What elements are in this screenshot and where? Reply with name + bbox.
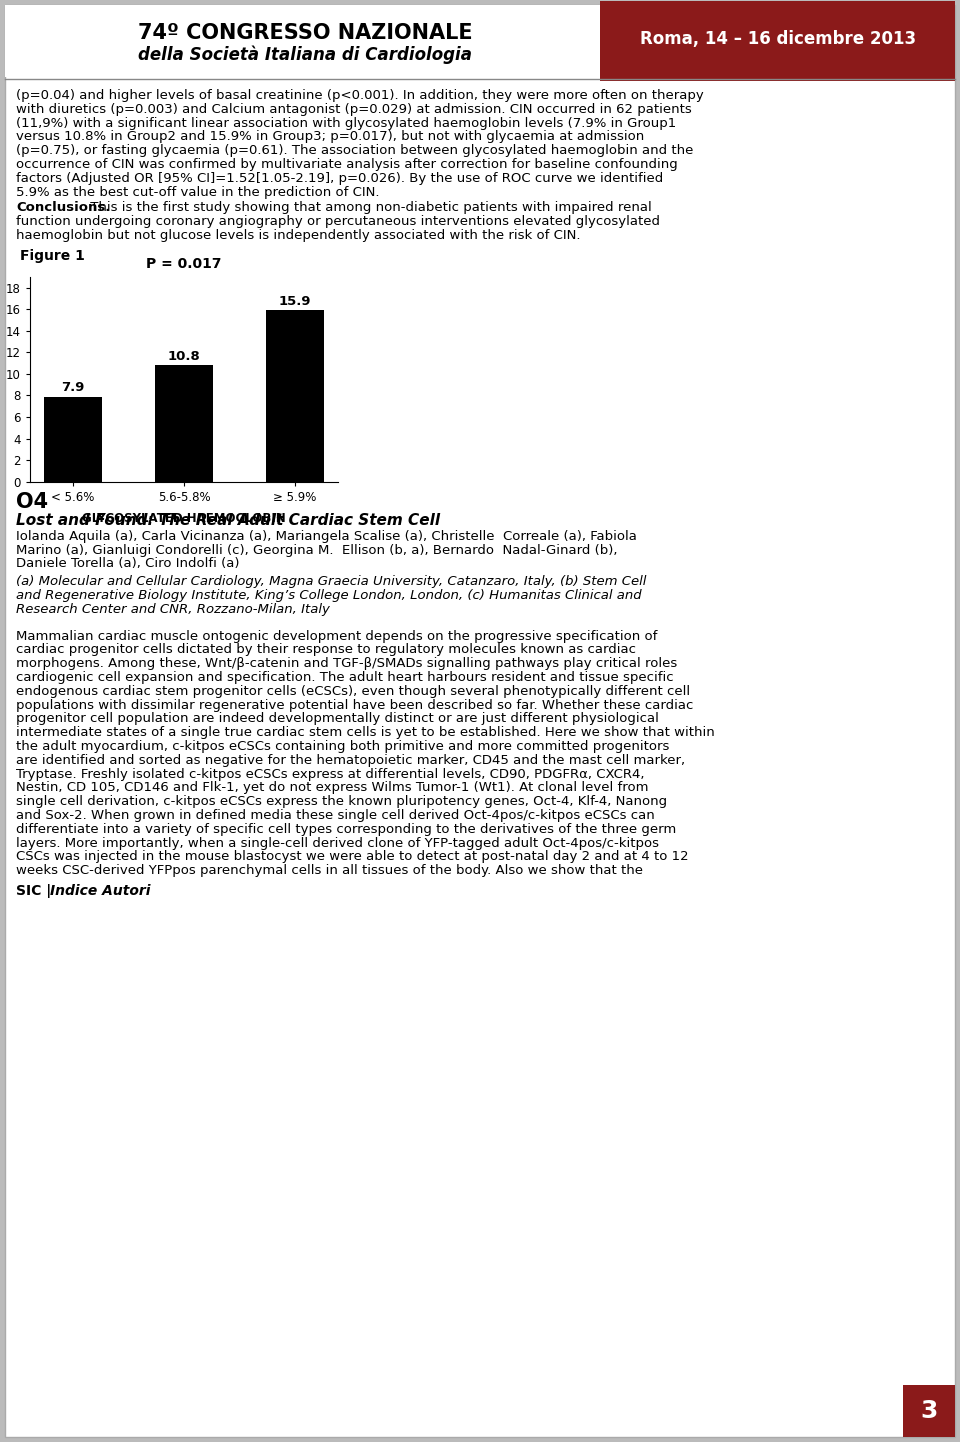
Text: and Regenerative Biology Institute, King’s College London, London, (c) Humanitas: and Regenerative Biology Institute, King…	[16, 588, 641, 601]
Text: della Società Italiana di Cardiologia: della Società Italiana di Cardiologia	[138, 45, 472, 63]
Text: differentiate into a variety of specific cell types corresponding to the derivat: differentiate into a variety of specific…	[16, 823, 676, 836]
Text: 15.9: 15.9	[278, 294, 311, 307]
Text: populations with dissimilar regenerative potential have been described so far. W: populations with dissimilar regenerative…	[16, 698, 693, 711]
Text: Tryptase. Freshly isolated c-kitpos eCSCs express at differential levels, CD90, : Tryptase. Freshly isolated c-kitpos eCSC…	[16, 767, 644, 780]
Text: progenitor cell population are indeed developmentally distinct or are just diffe: progenitor cell population are indeed de…	[16, 712, 659, 725]
Text: Conclusions.: Conclusions.	[16, 202, 110, 215]
Text: This is the first study showing that among non-diabetic patients with impaired r: This is the first study showing that amo…	[86, 202, 652, 215]
Text: Roma, 14 – 16 dicembre 2013: Roma, 14 – 16 dicembre 2013	[640, 30, 916, 48]
Text: (a) Molecular and Cellular Cardiology, Magna Graecia University, Catanzaro, Ital: (a) Molecular and Cellular Cardiology, M…	[16, 575, 646, 588]
Text: 74º CONGRESSO NAZIONALE: 74º CONGRESSO NAZIONALE	[137, 23, 472, 43]
Bar	[44, 397, 102, 482]
Text: 7.9: 7.9	[61, 381, 84, 394]
Text: morphogens. Among these, Wnt/β-catenin and TGF-β/SMADs signalling pathways play : morphogens. Among these, Wnt/β-catenin a…	[16, 658, 677, 671]
Text: Figure 1: Figure 1	[20, 249, 84, 262]
Text: occurrence of CIN was confirmed by multivariate analysis after correction for ba: occurrence of CIN was confirmed by multi…	[16, 159, 678, 172]
Text: 3: 3	[921, 1399, 938, 1423]
Text: cardiogenic cell expansion and specification. The adult heart harbours resident : cardiogenic cell expansion and specifica…	[16, 671, 674, 684]
Bar	[600, 1, 955, 81]
Text: haemoglobin but not glucose levels is independently associated with the risk of : haemoglobin but not glucose levels is in…	[16, 229, 581, 242]
Bar	[266, 310, 324, 482]
Text: cardiac progenitor cells dictated by their response to regulatory molecules know: cardiac progenitor cells dictated by the…	[16, 643, 636, 656]
Text: intermediate states of a single true cardiac stem cells is yet to be established: intermediate states of a single true car…	[16, 727, 715, 740]
Text: function undergoing coronary angiography or percutaneous interventions elevated : function undergoing coronary angiography…	[16, 215, 660, 228]
Text: are identified and sorted as negative for the hematopoietic marker, CD45 and the: are identified and sorted as negative fo…	[16, 754, 685, 767]
Text: Marino (a), Gianluigi Condorelli (c), Georgina M.  Ellison (b, a), Bernardo  Nad: Marino (a), Gianluigi Condorelli (c), Ge…	[16, 544, 617, 557]
Text: the adult myocardium, c-kitpos eCSCs containing both primitive and more committe: the adult myocardium, c-kitpos eCSCs con…	[16, 740, 669, 753]
Text: Research Center and CNR, Rozzano-Milan, Italy: Research Center and CNR, Rozzano-Milan, …	[16, 603, 330, 616]
Text: weeks CSC-derived YFPpos parenchymal cells in all tissues of the body. Also we s: weeks CSC-derived YFPpos parenchymal cel…	[16, 864, 643, 877]
Text: CSCs was injected in the mouse blastocyst we were able to detect at post-natal d: CSCs was injected in the mouse blastocys…	[16, 851, 688, 864]
Text: (p=0.75), or fasting glycaemia (p=0.61). The association between glycosylated ha: (p=0.75), or fasting glycaemia (p=0.61).…	[16, 144, 693, 157]
Text: factors (Adjusted OR [95% CI]=1.52[1.05-2.19], p=0.026). By the use of ROC curve: factors (Adjusted OR [95% CI]=1.52[1.05-…	[16, 172, 663, 185]
Text: with diuretics (p=0.003) and Calcium antagonist (p=0.029) at admission. CIN occu: with diuretics (p=0.003) and Calcium ant…	[16, 102, 692, 115]
Text: (11,9%) with a significant linear association with glycosylated haemoglobin leve: (11,9%) with a significant linear associ…	[16, 117, 676, 130]
Text: single cell derivation, c-kitpos eCSCs express the known pluripotency genes, Oct: single cell derivation, c-kitpos eCSCs e…	[16, 795, 667, 808]
Text: versus 10.8% in Group2 and 15.9% in Group3; p=0.017), but not with glycaemia at : versus 10.8% in Group2 and 15.9% in Grou…	[16, 130, 644, 143]
Text: 10.8: 10.8	[168, 349, 201, 362]
Text: Daniele Torella (a), Ciro Indolfi (a): Daniele Torella (a), Ciro Indolfi (a)	[16, 558, 239, 571]
Text: endogenous cardiac stem progenitor cells (eCSCs), even though several phenotypic: endogenous cardiac stem progenitor cells…	[16, 685, 690, 698]
Text: Mammalian cardiac muscle ontogenic development depends on the progressive specif: Mammalian cardiac muscle ontogenic devel…	[16, 630, 658, 643]
Text: and Sox-2. When grown in defined media these single cell derived Oct-4pos/c-kitp: and Sox-2. When grown in defined media t…	[16, 809, 655, 822]
Text: layers. More importantly, when a single-cell derived clone of YFP-tagged adult O: layers. More importantly, when a single-…	[16, 836, 659, 849]
Bar	[156, 365, 213, 482]
Text: Indice Autori: Indice Autori	[50, 884, 151, 898]
Text: O4: O4	[16, 492, 48, 512]
Text: Lost and Found: The Real Adult Cardiac Stem Cell: Lost and Found: The Real Adult Cardiac S…	[16, 513, 440, 528]
Bar	[903, 1384, 955, 1438]
Text: Nestin, CD 105, CD146 and Flk-1, yet do not express Wilms Tumor-1 (Wt1). At clon: Nestin, CD 105, CD146 and Flk-1, yet do …	[16, 782, 649, 795]
Text: (p=0.04) and higher levels of basal creatinine (p<0.001). In addition, they were: (p=0.04) and higher levels of basal crea…	[16, 89, 704, 102]
Text: SIC |: SIC |	[16, 884, 56, 898]
Bar	[5, 4, 605, 76]
Title: P = 0.017: P = 0.017	[146, 258, 222, 271]
Text: 5.9% as the best cut-off value in the prediction of CIN.: 5.9% as the best cut-off value in the pr…	[16, 186, 379, 199]
Text: Iolanda Aquila (a), Carla Vicinanza (a), Mariangela Scalise (a), Christelle  Cor: Iolanda Aquila (a), Carla Vicinanza (a),…	[16, 529, 636, 542]
X-axis label: GLYCOSYLATED HAEMOGLOBIN: GLYCOSYLATED HAEMOGLOBIN	[83, 512, 286, 525]
